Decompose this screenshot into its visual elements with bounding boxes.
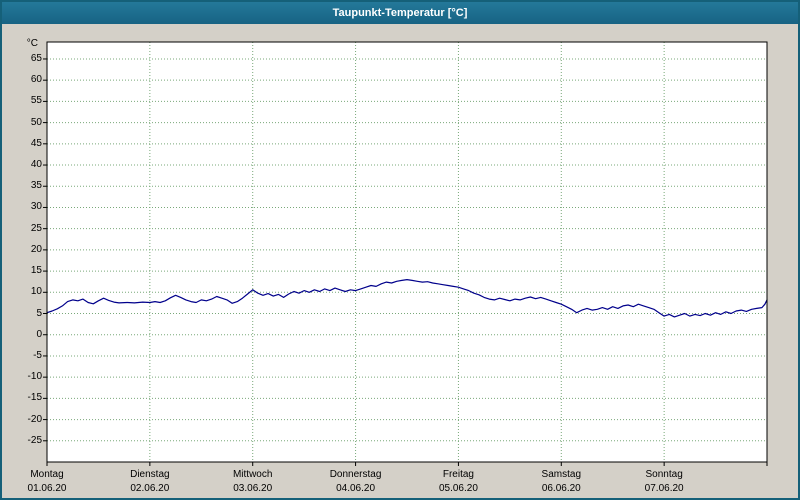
y-tick-label: 0 <box>36 328 42 340</box>
x-day-label: Sonntag <box>645 469 683 480</box>
y-tick-label: 35 <box>30 180 42 192</box>
x-day-label: Samstag <box>541 469 582 480</box>
y-tick-label: 5 <box>36 307 42 319</box>
x-date-label: 02.06.20 <box>130 483 170 494</box>
y-tick-label: -5 <box>33 349 42 361</box>
x-day-label: Freitag <box>442 469 474 480</box>
y-tick-label: 45 <box>30 137 42 149</box>
window-titlebar[interactable]: Taupunkt-Temperatur [°C] <box>2 2 798 24</box>
y-tick-label: 20 <box>30 243 42 255</box>
window-title: Taupunkt-Temperatur [°C] <box>332 7 468 19</box>
y-tick-label: 50 <box>30 116 42 128</box>
y-tick-label: 30 <box>30 201 42 213</box>
x-day-label: Mittwoch <box>232 469 273 480</box>
x-date-label: 06.06.20 <box>541 483 581 494</box>
y-tick-label: 10 <box>30 286 42 298</box>
chart-area: °C 65 60 55 50 45 40 35 30 25 20 15 10 5 0 -5 -10 -15 -20-… <box>2 24 798 498</box>
x-day-label: Donnerstag <box>329 469 382 480</box>
y-tick-label: -10 <box>27 371 42 383</box>
y-axis-unit-label: °C <box>26 38 38 49</box>
dewpoint-line-chart <box>43 41 768 466</box>
x-day-label: Dienstag <box>130 469 170 480</box>
y-tick-label: 40 <box>30 159 42 171</box>
y-tick-label: 25 <box>30 222 42 234</box>
x-date-label: 03.06.20 <box>233 483 273 494</box>
y-tick-label: 65 <box>30 52 42 64</box>
x-date-label: 05.06.20 <box>438 483 478 494</box>
y-tick-label: -25 <box>27 434 42 446</box>
x-date-label: 04.06.20 <box>336 483 376 494</box>
y-tick-label: 55 <box>30 95 42 107</box>
x-day-label: Montag <box>30 469 64 480</box>
x-date-label: 01.06.20 <box>27 483 67 494</box>
y-tick-label: 60 <box>30 74 42 86</box>
y-tick-label: -15 <box>27 392 42 404</box>
y-tick-label: 15 <box>30 265 42 277</box>
x-date-label: 07.06.20 <box>644 483 684 494</box>
y-tick-label: -20 <box>27 413 42 425</box>
